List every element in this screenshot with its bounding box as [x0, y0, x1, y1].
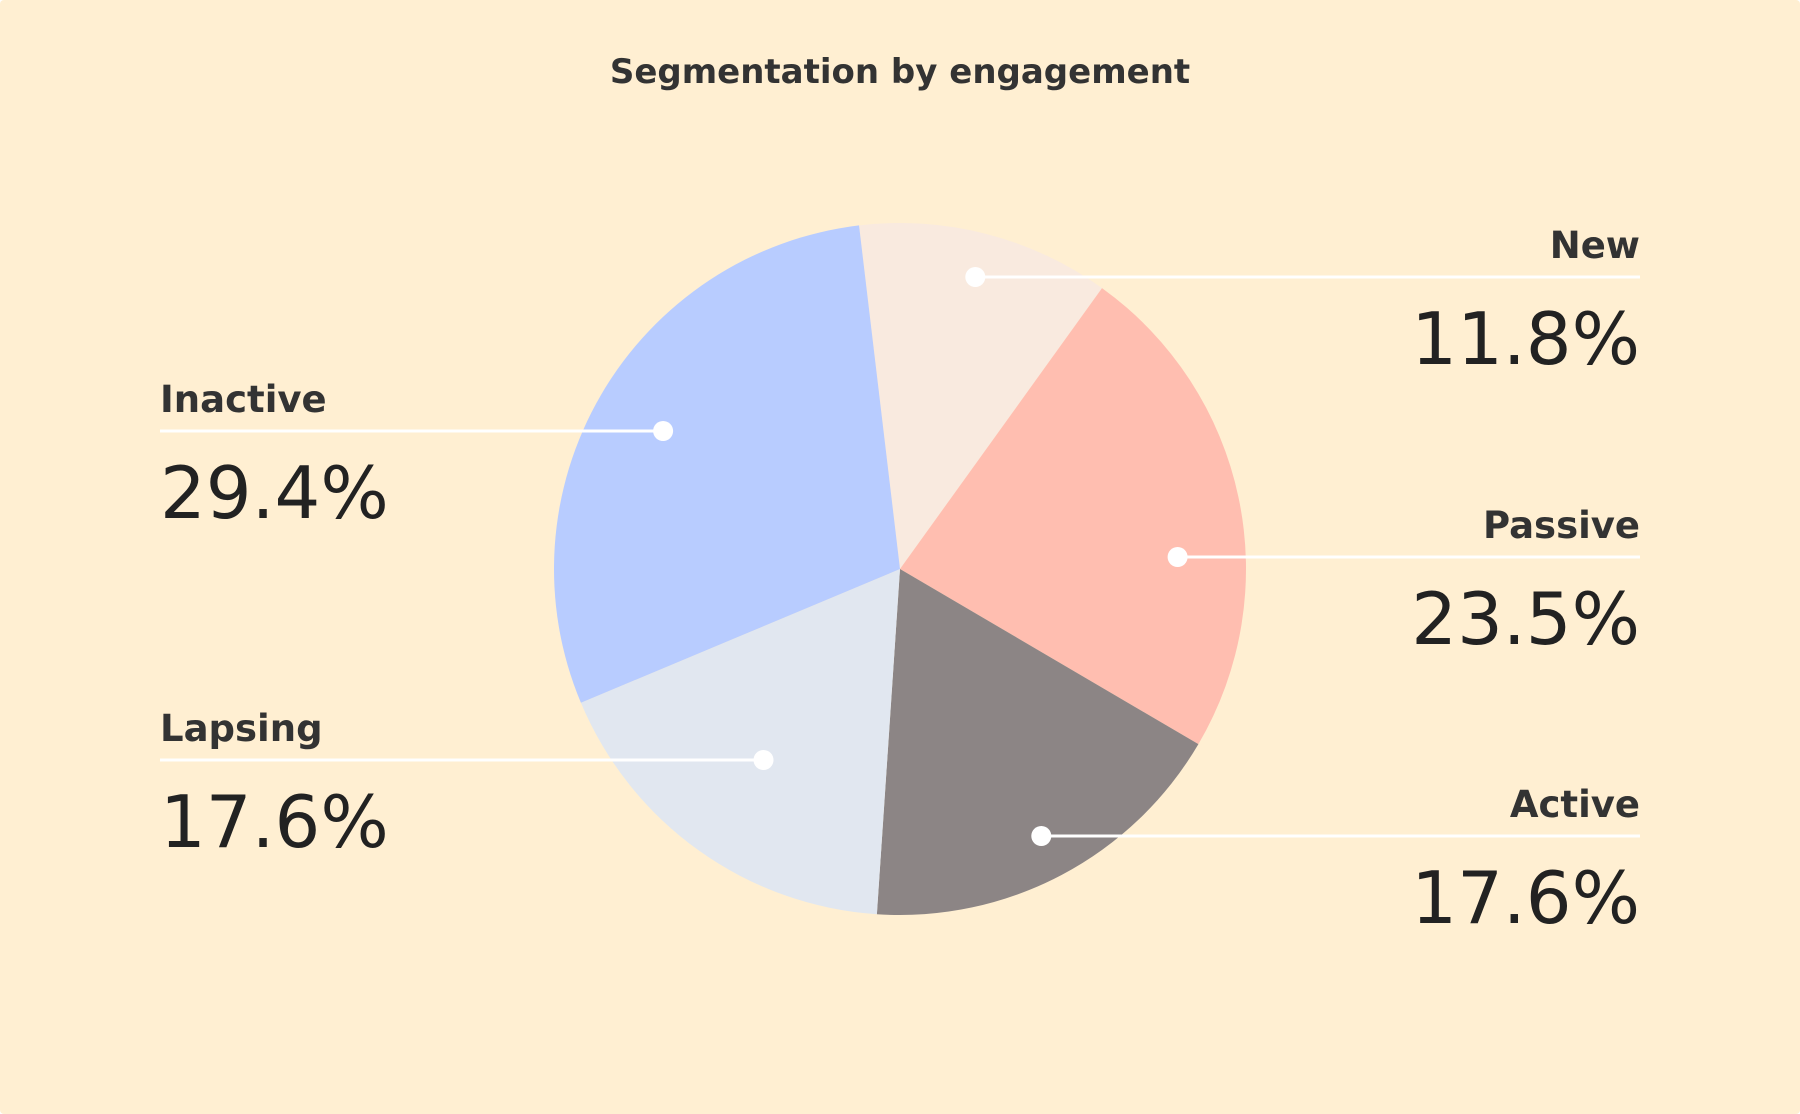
leader-lines: [160, 267, 1640, 846]
category-label-passive: Passive: [1483, 504, 1640, 547]
category-label-inactive: Inactive: [160, 378, 327, 421]
category-label-new: New: [1550, 224, 1640, 267]
leader-dot-passive: [1167, 547, 1188, 567]
pie-slice-lapsing: [580, 569, 900, 915]
category-label-lapsing: Lapsing: [160, 707, 323, 750]
pie-slice-passive: [900, 288, 1247, 745]
pie-slice-active: [876, 569, 1199, 916]
leader-dot-inactive: [653, 421, 674, 441]
value-label-new: 11.8%: [1411, 297, 1640, 381]
pie-slice-new: [859, 222, 1103, 570]
leader-dot-active: [1031, 826, 1052, 846]
chart-title: Segmentation by engagement: [610, 52, 1190, 92]
category-label-active: Active: [1510, 783, 1640, 826]
value-label-inactive: 29.4%: [160, 451, 389, 535]
value-label-active: 17.6%: [1411, 856, 1640, 940]
pie-slices: [553, 222, 1247, 916]
leader-dot-new: [965, 267, 986, 287]
value-label-passive: 23.5%: [1411, 577, 1640, 661]
value-label-lapsing: 17.6%: [160, 780, 389, 864]
leader-dot-lapsing: [753, 750, 774, 770]
slice-labels: New 11.8% Passive 23.5% Active 17.6% Lapsing 17…: [160, 224, 1640, 940]
pie-slice-inactive: [553, 225, 900, 703]
